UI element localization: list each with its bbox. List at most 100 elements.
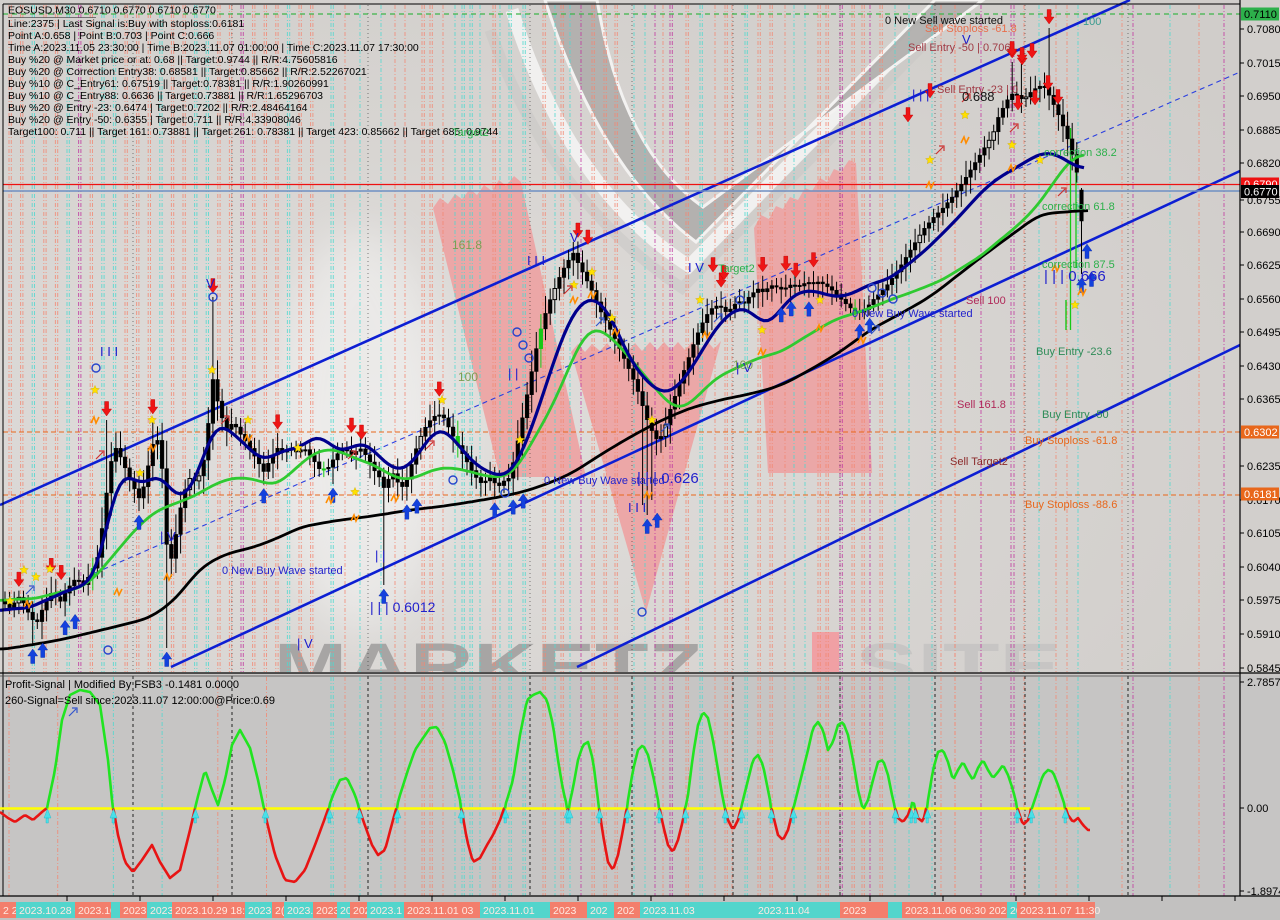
svg-text:2023.11.07 11:30: 2023.11.07 11:30	[1020, 905, 1100, 917]
svg-text:V: V	[962, 32, 971, 47]
svg-text:0.00: 0.00	[1247, 803, 1268, 815]
svg-text:V: V	[570, 230, 579, 245]
svg-text:I I I: I I I	[527, 253, 545, 268]
svg-text:260-Signal=Sell since:2023.11.: 260-Signal=Sell since:2023.11.07 12:00:0…	[5, 695, 275, 707]
svg-text:Sell Target2: Sell Target2	[950, 456, 1008, 468]
svg-text:SITE: SITE	[856, 630, 1061, 702]
svg-text:0.6950: 0.6950	[1247, 91, 1280, 103]
svg-text:2023.: 2023.	[287, 905, 313, 917]
svg-text:2023.11.06 06:30 2023: 2023.11.06 06:30 2023	[905, 905, 1012, 917]
svg-text:0.7015: 0.7015	[1247, 58, 1280, 70]
svg-text:correction 38.2: correction 38.2	[1044, 147, 1117, 159]
svg-text:| V: | V	[736, 360, 752, 375]
svg-text:20: 20	[340, 905, 352, 917]
svg-text:0 New Buy Wave started: 0 New Buy Wave started	[852, 308, 973, 320]
svg-text:2023.11.04: 2023.11.04	[758, 905, 810, 917]
svg-text:EOSUSD,M30 0.6710 0.6770 0.67: EOSUSD,M30 0.6710 0.6770 0.6710 0.6770	[8, 5, 216, 17]
svg-text:Target100: 0.711 || Target 161: Target100: 0.711 || Target 161: 0.73881 …	[8, 126, 498, 138]
svg-text:0.6040: 0.6040	[1247, 562, 1280, 574]
svg-text:Sell Entry -50 | 0.706: Sell Entry -50 | 0.706	[908, 42, 1011, 54]
svg-text:2023: 2023	[553, 905, 577, 917]
svg-text:V: V	[206, 276, 215, 291]
svg-text:| | | 0.626: | | | 0.626	[637, 470, 699, 487]
svg-text:| |: | |	[375, 548, 385, 563]
svg-text:Target2: Target2	[718, 263, 755, 275]
svg-text:202: 202	[353, 905, 371, 917]
svg-text:0 New Buy Wave started: 0 New Buy Wave started	[544, 475, 665, 487]
svg-text:Buy Stoploss -88.6: Buy Stoploss -88.6	[1025, 499, 1117, 511]
svg-text:Line:2375 | Last Signal is:Buy: Line:2375 | Last Signal is:Buy with stop…	[8, 18, 244, 30]
svg-text:2023.10.29 18:: 2023.10.29 18:	[175, 905, 245, 917]
svg-text:0.6885: 0.6885	[1247, 125, 1280, 137]
svg-text:| V: | V	[160, 529, 176, 544]
svg-text:0 New Sell wave started: 0 New Sell wave started	[885, 15, 1003, 27]
svg-text:Buy %10 @ C_Entry61: 0.67519 |: Buy %10 @ C_Entry61: 0.67519 || Target:0…	[8, 78, 329, 90]
svg-text:100: 100	[1083, 16, 1101, 28]
svg-text:Buy %20 @ Entry -50: 0.6355 |: Buy %20 @ Entry -50: 0.6355 | Target:0.7…	[8, 114, 301, 126]
svg-text:0.6770: 0.6770	[1244, 187, 1278, 199]
svg-text:0.7110: 0.7110	[1244, 9, 1277, 21]
svg-text:| |: | |	[508, 366, 518, 381]
svg-text:2023.10: 2023.10	[78, 905, 116, 917]
svg-text:Buy %20 @ Market price or at:: Buy %20 @ Market price or at: 0.68 || Ta…	[8, 54, 338, 66]
svg-text:Buy %20 @ Entry -23: 0.6474 |: Buy %20 @ Entry -23: 0.6474 | Target:0.7…	[8, 102, 308, 114]
svg-text:0.6560: 0.6560	[1247, 294, 1280, 306]
svg-text:202: 202	[590, 905, 608, 917]
svg-text:0.7080: 0.7080	[1247, 24, 1280, 36]
svg-text:2023.10.28 0: 2023.10.28 0	[19, 905, 80, 917]
svg-text:Buy %20 @ Correction Entry38:: Buy %20 @ Correction Entry38: 0.68581 ||…	[8, 66, 367, 78]
svg-text:0.6820: 0.6820	[1247, 158, 1280, 170]
svg-text:0.6105: 0.6105	[1247, 528, 1280, 540]
svg-text:0.6430: 0.6430	[1247, 361, 1280, 373]
svg-text:0.5975: 0.5975	[1247, 595, 1280, 607]
svg-text:2023: 2023	[316, 905, 340, 917]
svg-text:Target2: Target2	[452, 127, 489, 139]
svg-text:Buy %10 @ C_Entry88: 0.6636 ||: Buy %10 @ C_Entry88: 0.6636 || Target:0.…	[8, 90, 323, 102]
svg-text:I V: I V	[688, 260, 704, 275]
svg-text:0.6181: 0.6181	[1244, 489, 1278, 501]
svg-text:correction 61.8: correction 61.8	[1042, 201, 1115, 213]
svg-text:0.6365: 0.6365	[1247, 394, 1280, 406]
svg-text:100: 100	[458, 370, 478, 384]
svg-text:Buy Entry -23.6: Buy Entry -23.6	[1036, 346, 1112, 358]
svg-text:| | | 0.666: | | | 0.666	[1044, 268, 1106, 285]
svg-text:Point A:0.658 | Point B:0.703: Point A:0.658 | Point B:0.703 | Point C:…	[8, 30, 214, 42]
svg-text:Buy Entry -50: Buy Entry -50	[1042, 409, 1109, 421]
svg-text:Buy Stoploss -61.8: Buy Stoploss -61.8	[1025, 435, 1117, 447]
svg-text:2023.1: 2023.1	[370, 905, 402, 917]
svg-text:2023: 2023	[843, 905, 867, 917]
svg-text:2023.11.03: 2023.11.03	[643, 905, 695, 917]
svg-text:0.5910: 0.5910	[1247, 629, 1280, 641]
svg-text:Sell 161.8: Sell 161.8	[957, 399, 1006, 411]
svg-text:Sell Stoploss -61.8: Sell Stoploss -61.8	[925, 23, 1017, 35]
svg-text:2023.11.01 03: 2023.11.01 03	[407, 905, 474, 917]
svg-text:Sell Entry -23 | 0: Sell Entry -23 | 0	[937, 84, 1018, 96]
svg-text:0.6235: 0.6235	[1247, 461, 1280, 473]
svg-text:I I I: I I I	[628, 500, 646, 515]
svg-text:Sell 100: Sell 100	[966, 295, 1006, 307]
svg-text:| | |: | | |	[912, 87, 929, 102]
svg-text:Time A:2023.11.05 23:30:00 | T: Time A:2023.11.05 23:30:00 | Time B:2023…	[8, 42, 419, 54]
svg-text:Profit-Signal | Modified By FS: Profit-Signal | Modified By FSB3 -0.1481…	[5, 679, 239, 691]
svg-text:2023.11.01: 2023.11.01	[483, 905, 535, 917]
svg-text:| V: | V	[297, 636, 313, 651]
svg-text:100: 100	[733, 358, 753, 372]
svg-text:0.6625: 0.6625	[1247, 260, 1280, 272]
svg-text:161.8: 161.8	[452, 238, 482, 252]
svg-text:0.6302: 0.6302	[1244, 427, 1278, 439]
svg-text:correction 87.5: correction 87.5	[1042, 259, 1115, 271]
svg-text:2023.: 2023.	[248, 905, 274, 917]
svg-text:0.688: 0.688	[962, 89, 995, 104]
svg-text:0 New Buy Wave started: 0 New Buy Wave started	[222, 565, 343, 577]
svg-text:0.6690: 0.6690	[1247, 227, 1280, 239]
svg-text:I I I: I I I	[100, 344, 118, 359]
svg-text:20: 20	[1010, 905, 1022, 917]
svg-text:0.6495: 0.6495	[1247, 327, 1280, 339]
svg-text:202: 202	[617, 905, 635, 917]
svg-text:| | | 0.6012: | | | 0.6012	[370, 599, 436, 615]
svg-text:2.7857: 2.7857	[1247, 677, 1280, 689]
svg-text:0.5845: 0.5845	[1247, 663, 1280, 675]
svg-text:-1.8974: -1.8974	[1247, 886, 1280, 898]
svg-text:2(: 2(	[275, 905, 285, 917]
svg-text:2023.: 2023.	[150, 905, 176, 917]
